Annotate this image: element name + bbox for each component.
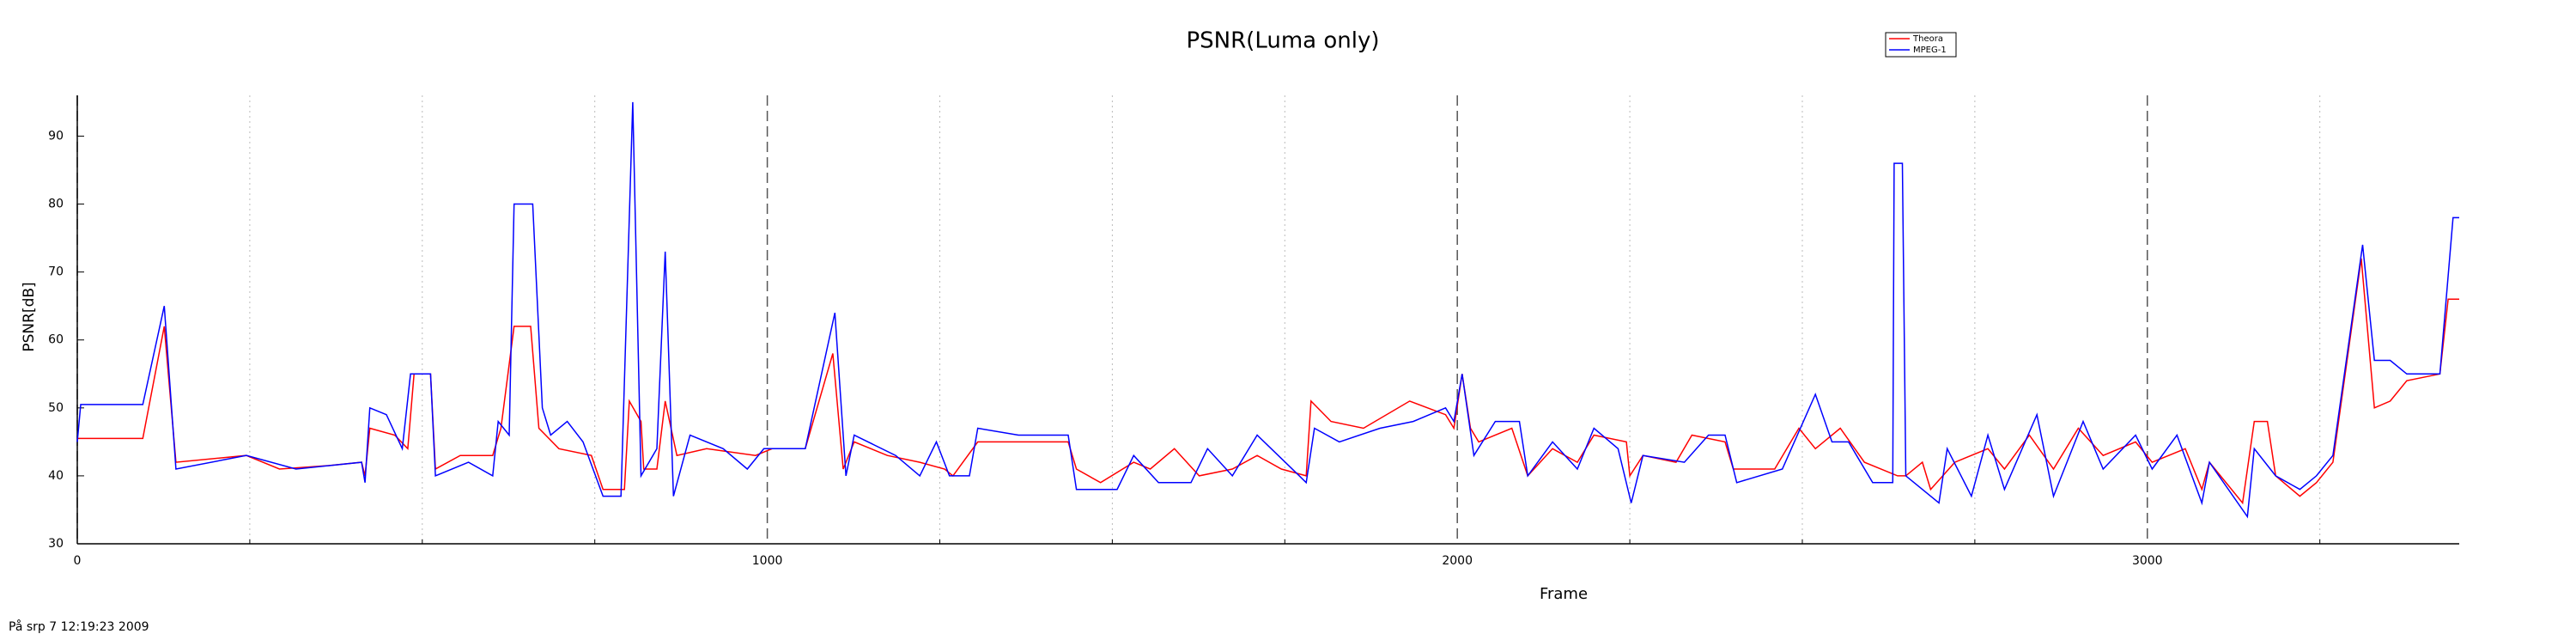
y-tick-label: 40 [48,469,64,483]
legend-box [1885,32,1957,58]
y-tick-label: 80 [48,198,64,211]
x-tick-label: 0 [74,554,82,568]
x-axis-label: Frame [1540,585,1588,603]
y-tick-label: 90 [48,129,64,143]
series-line [76,101,2459,519]
footer-timestamp: På srp 7 12:19:23 2009 [9,619,149,634]
x-tick-label: 3000 [2132,554,2163,568]
legend: Theora MPEG-1 [1885,32,1957,58]
legend-label: Theora [1912,34,1943,44]
x-tick-label: 2000 [1442,554,1473,568]
y-tick-label: 50 [48,401,64,415]
chart-title: PSNR(Luma only) [1186,28,1379,54]
y-tick-label: 70 [48,265,64,279]
y-tick-label: 60 [48,333,64,347]
y-tick-label: 30 [48,537,64,551]
y-axis-label: PSNR[dB] [21,282,38,351]
x-tick-label: 1000 [752,554,783,568]
legend-label: MPEG-1 [1913,46,1947,55]
